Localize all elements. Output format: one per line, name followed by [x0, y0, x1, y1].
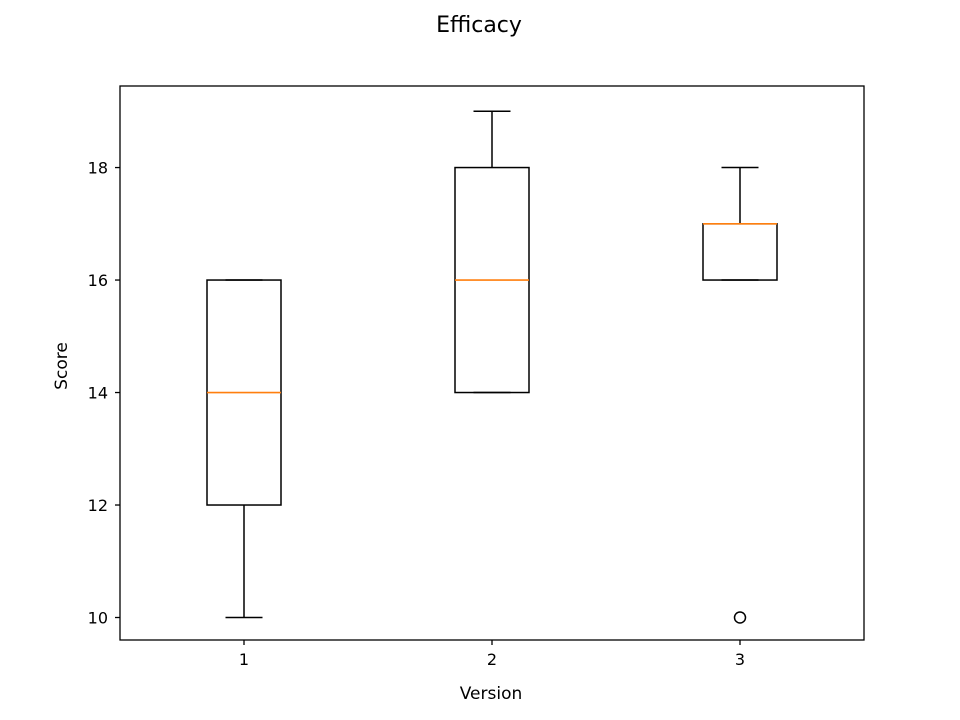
box-1	[206, 279, 282, 619]
x-axis: 1 2 3	[239, 640, 745, 669]
outlier-point	[733, 611, 747, 624]
y-axis-label: Score	[52, 342, 72, 390]
box-2	[454, 110, 530, 394]
x-tick-label: 2	[487, 650, 497, 669]
box-3	[702, 166, 778, 624]
x-tick-label: 1	[239, 650, 249, 669]
plot-area-frame	[119, 85, 865, 641]
y-axis: 10 12 14 16 18	[88, 159, 120, 628]
boxes-group	[206, 110, 778, 624]
x-axis-label: Version	[460, 684, 523, 704]
x-tick-label: 3	[735, 650, 745, 669]
box-iqr	[702, 223, 778, 281]
y-tick-label: 16	[88, 271, 108, 290]
y-tick-label: 10	[88, 609, 108, 628]
y-tick-label: 14	[88, 384, 108, 403]
y-tick-label: 18	[88, 159, 108, 178]
chart-title: Efficacy	[436, 13, 522, 38]
y-tick-label: 12	[88, 496, 108, 515]
